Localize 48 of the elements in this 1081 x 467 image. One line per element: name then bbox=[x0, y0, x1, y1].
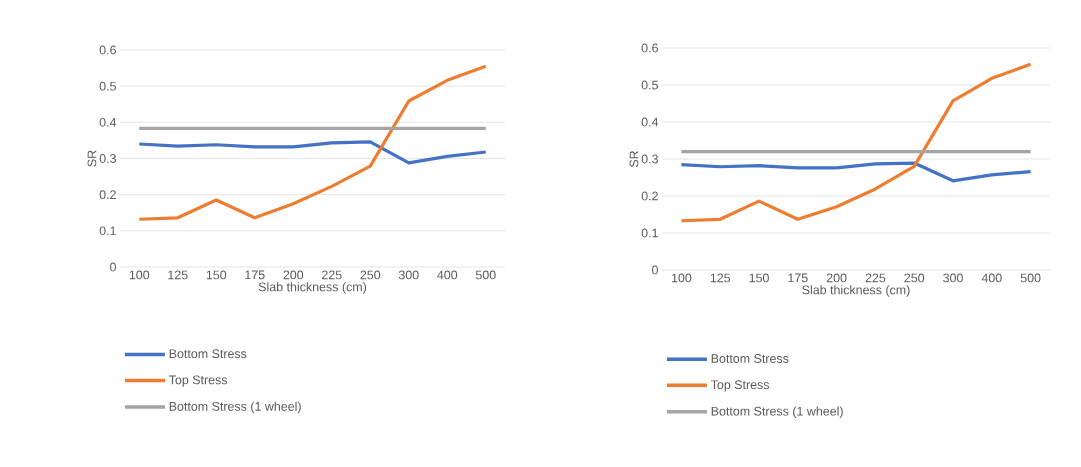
legend-label: Top Stress bbox=[710, 380, 770, 392]
x-tick-label: 150 bbox=[749, 273, 769, 283]
y-tick-label: 0.2 bbox=[641, 191, 658, 201]
y-tick-label: 0.4 bbox=[641, 117, 659, 127]
x-tick-label: 400 bbox=[437, 270, 458, 280]
y-tick-label: 0.3 bbox=[99, 154, 116, 163]
x-tick-label: 225 bbox=[865, 273, 886, 283]
y-tick-label: 0 bbox=[652, 265, 658, 275]
y-tick-label: 0.2 bbox=[99, 190, 116, 200]
x-tick-label: 400 bbox=[981, 273, 1002, 283]
legend-label: Bottom Stress bbox=[711, 354, 789, 363]
x-tick-label: 500 bbox=[475, 270, 496, 280]
x-tick-label: 100 bbox=[129, 270, 150, 280]
x-tick-label: 250 bbox=[904, 273, 925, 283]
line-series bbox=[679, 62, 1033, 223]
x-tick-label: 125 bbox=[168, 270, 188, 280]
x-tick-label: 150 bbox=[206, 270, 227, 280]
legend-label: Bottom Stress (1 wheel) bbox=[169, 401, 301, 414]
y-tick-label: 0.5 bbox=[641, 80, 658, 90]
y-tick-label: 0.3 bbox=[641, 154, 658, 164]
x-tick-label: 175 bbox=[788, 273, 808, 283]
x-tick-label: 200 bbox=[283, 270, 304, 280]
x-axis-title: Slab thickness (cm) bbox=[258, 282, 367, 294]
y-tick-label: 0.4 bbox=[99, 117, 117, 127]
y-axis-title: SR bbox=[87, 150, 97, 167]
y-tick-label: 0.6 bbox=[99, 45, 116, 55]
x-axis-title: Slab thickness (cm) bbox=[802, 285, 910, 297]
x-tick-label: 250 bbox=[360, 270, 381, 280]
line-series bbox=[679, 161, 1033, 183]
x-tick-label: 200 bbox=[826, 273, 847, 283]
x-tick-label: 300 bbox=[943, 273, 963, 283]
y-tick-label: 0.1 bbox=[641, 228, 658, 238]
y-tick-label: 0.5 bbox=[99, 81, 116, 91]
x-tick-label: 500 bbox=[1020, 273, 1041, 283]
x-tick-label: 225 bbox=[322, 270, 342, 280]
x-tick-label: 300 bbox=[398, 270, 419, 280]
x-tick-label: 125 bbox=[710, 273, 731, 283]
y-tick-label: 0 bbox=[110, 262, 116, 272]
y-tick-label: 0.1 bbox=[99, 226, 116, 236]
legend-label: Top Stress bbox=[168, 375, 228, 387]
legend-label: Bottom Stress bbox=[169, 349, 247, 359]
line-series bbox=[137, 140, 488, 165]
y-axis-title: SR bbox=[629, 150, 639, 168]
line-series bbox=[137, 64, 488, 221]
x-tick-label: 175 bbox=[245, 270, 265, 280]
y-tick-label: 0.6 bbox=[641, 43, 658, 53]
legend-label: Bottom Stress (1 wheel) bbox=[711, 406, 843, 419]
x-tick-label: 100 bbox=[671, 273, 692, 283]
